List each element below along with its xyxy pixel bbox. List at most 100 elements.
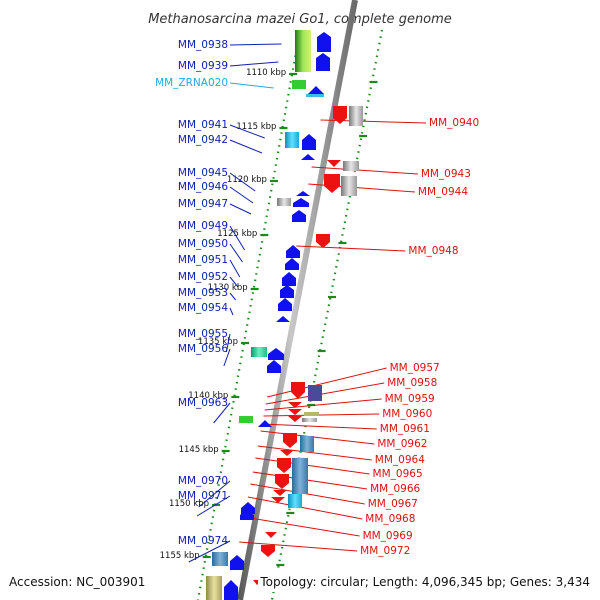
gene-label-mm-0939: MM_0939	[178, 60, 228, 72]
reverse-gene-arrow	[288, 416, 302, 422]
reverse-gene-arrow	[316, 234, 330, 248]
gene-label-mm-0953: MM_0953	[178, 287, 228, 299]
right-leader-line	[255, 457, 370, 475]
gene-label-mm-0951: MM_0951	[178, 254, 228, 266]
map-title: Methanosarcina mazei Go1, complete genom…	[148, 12, 452, 27]
forward-gene-arrow	[285, 258, 299, 270]
forward-gene-arrow	[276, 316, 290, 322]
forward-gene-arrow	[286, 245, 300, 258]
gene-label-mm-zrna020: MM_ZRNA020	[155, 77, 228, 89]
gene-label-mm-0969: MM_0969	[363, 530, 413, 542]
gene-label-mm-0957: MM_0957	[390, 362, 440, 374]
kbp-tick-label: 1145 kbp	[179, 445, 219, 455]
reverse-gene-arrow	[288, 409, 302, 415]
left-leader-line	[229, 139, 263, 154]
kbp-tick-label: 1125 kbp	[217, 229, 257, 239]
kbp-tick-label: 1140 kbp	[188, 391, 228, 401]
gene-label-mm-0966: MM_0966	[370, 483, 420, 495]
gene-label-mm-0942: MM_0942	[178, 134, 228, 146]
reverse-gene-arrow	[265, 532, 277, 538]
feature-block	[285, 132, 299, 148]
feature-block	[212, 552, 228, 566]
gene-label-mm-0972: MM_0972	[360, 545, 410, 557]
kbp-tick-label: 1155 kbp	[160, 551, 200, 561]
forward-gene-arrow	[267, 360, 281, 373]
left-leader-line	[223, 348, 231, 367]
feature-block	[341, 176, 357, 196]
left-leader-line	[229, 82, 274, 89]
gene-label-mm-0955: MM_0955	[178, 328, 228, 340]
right-leader-line	[264, 398, 382, 411]
left-leader-line	[229, 61, 279, 67]
gene-label-mm-0970: MM_0970	[178, 475, 228, 487]
feature-block	[239, 416, 253, 423]
gene-label-mm-0968: MM_0968	[365, 513, 415, 525]
reverse-gene-arrow	[288, 402, 302, 408]
footer-right-backing	[258, 572, 600, 592]
feature-block	[206, 576, 222, 600]
forward-gene-arrow	[268, 348, 284, 360]
reverse-gene-arrow	[291, 382, 305, 399]
feature-block	[349, 106, 363, 126]
reverse-gene-arrow	[280, 450, 294, 456]
feature-block	[251, 347, 267, 357]
right-leader-line	[252, 471, 368, 490]
gene-label-mm-0964: MM_0964	[375, 454, 425, 466]
gene-label-mm-0938: MM_0938	[178, 39, 228, 51]
right-leader-line	[239, 541, 358, 552]
feature-block	[304, 412, 319, 416]
gene-label-mm-0946: MM_0946	[178, 181, 228, 193]
forward-gene-arrow	[258, 420, 272, 427]
feature-blocks	[206, 30, 363, 600]
right-leader-line	[263, 413, 380, 417]
right-leader-line	[311, 166, 418, 175]
left-gene-labels: MM_0938 MM_0939 MM_ZRNA020 MM_0941 MM_0942 MM…	[155, 39, 228, 547]
reverse-gene-arrow	[271, 497, 285, 503]
right-leader-line	[265, 382, 385, 405]
gene-label-mm-0963: MM_0963	[178, 397, 228, 409]
rna-feature	[306, 94, 324, 97]
kbp-tick-label: 1135 kbp	[198, 337, 238, 347]
feature-block	[292, 458, 308, 494]
reverse-gene-arrow	[273, 490, 287, 496]
left-leader-line	[229, 124, 265, 139]
left-leader-line	[229, 307, 234, 316]
gene-label-mm-0948: MM_0948	[408, 245, 458, 257]
gene-label-mm-0941: MM_0941	[178, 119, 228, 131]
left-leader-line	[198, 480, 231, 508]
feature-block	[292, 80, 306, 89]
reverse-gene-arrow	[283, 433, 297, 448]
left-leader-line	[225, 333, 231, 353]
gene-label-mm-0974: MM_0974	[178, 535, 228, 547]
kbp-tick-label: 1130 kbp	[208, 283, 248, 293]
left-leader-line	[229, 225, 246, 251]
forward-gene-arrow	[282, 272, 296, 286]
kbp-ticks: 1110 kbp 1115 kbp 1120 kbp 1125 kbp 1130 kbp…	[160, 68, 378, 567]
feature-block	[300, 436, 314, 452]
gene-label-mm-0945: MM_0945	[178, 167, 228, 179]
left-leader-line	[229, 243, 243, 263]
gene-label-mm-0959: MM_0959	[385, 393, 435, 405]
left-leader-line	[229, 292, 237, 301]
right-leader-lines	[239, 119, 427, 552]
topology-summary-text: Topology: circular; Length: 4,096,345 bp…	[259, 575, 590, 589]
kbp-tick-label: 1120 kbp	[227, 175, 267, 185]
left-leader-line	[229, 43, 282, 46]
gene-label-mm-0954: MM_0954	[178, 302, 228, 314]
left-leader-line	[229, 172, 256, 192]
reverse-gene-arrow	[333, 106, 347, 124]
kbp-tick-label: 1115 kbp	[236, 122, 276, 132]
forward-gene-arrow	[278, 298, 292, 311]
forward-gene-arrow	[292, 210, 306, 222]
gene-label-mm-0950: MM_0950	[178, 238, 228, 250]
gene-label-mm-0965: MM_0965	[373, 468, 423, 480]
forward-gene-arrow	[316, 53, 330, 71]
gene-label-mm-0956: MM_0956	[178, 343, 228, 355]
forward-gene-arrow	[301, 154, 315, 160]
forward-gene-arrow	[302, 134, 316, 150]
left-leader-line	[196, 495, 231, 517]
right-leader-line	[260, 430, 375, 445]
right-gene-labels: MM_0940 MM_0943 MM_0944 MM_0948 MM_0957 MM_09…	[360, 117, 479, 557]
reverse-gene-arrow	[275, 474, 289, 489]
